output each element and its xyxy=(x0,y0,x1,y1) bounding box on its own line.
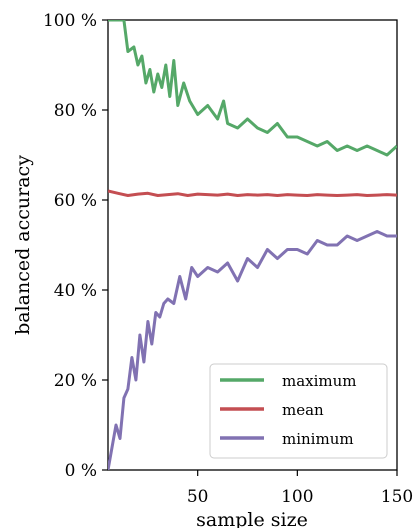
series-line-minimum xyxy=(108,230,397,470)
y-tick-label: 60 % xyxy=(54,191,97,211)
y-tick-label: 20 % xyxy=(54,371,97,391)
x-tick-label: 150 xyxy=(381,487,413,507)
legend-box xyxy=(209,363,388,459)
plot-area xyxy=(107,19,398,471)
y-tick-label: 80 % xyxy=(54,101,97,121)
x-tick-label: 100 xyxy=(281,487,313,507)
series-line-maximum xyxy=(108,20,397,157)
series-layer xyxy=(108,20,397,470)
plot-frame xyxy=(107,19,398,471)
x-axis: 50 100 150 xyxy=(187,470,413,507)
y-axis: 0 % 20 % 40 % 60 % 80 % 100 % xyxy=(43,11,108,481)
y-axis-label: balanced accuracy xyxy=(12,155,34,335)
x-tick-label: 50 xyxy=(187,487,209,507)
series-line-mean xyxy=(108,189,397,197)
y-tick-label: 0 % xyxy=(65,461,97,481)
x-axis-label: sample size xyxy=(196,509,308,528)
legend-label-maximum: maximum xyxy=(282,372,357,390)
legend-label-mean: mean xyxy=(282,401,324,419)
y-tick-label: 100 % xyxy=(43,11,97,31)
legend: maximum mean minimum xyxy=(209,363,388,459)
y-tick-label: 40 % xyxy=(54,281,97,301)
legend-label-minimum: minimum xyxy=(282,430,354,448)
